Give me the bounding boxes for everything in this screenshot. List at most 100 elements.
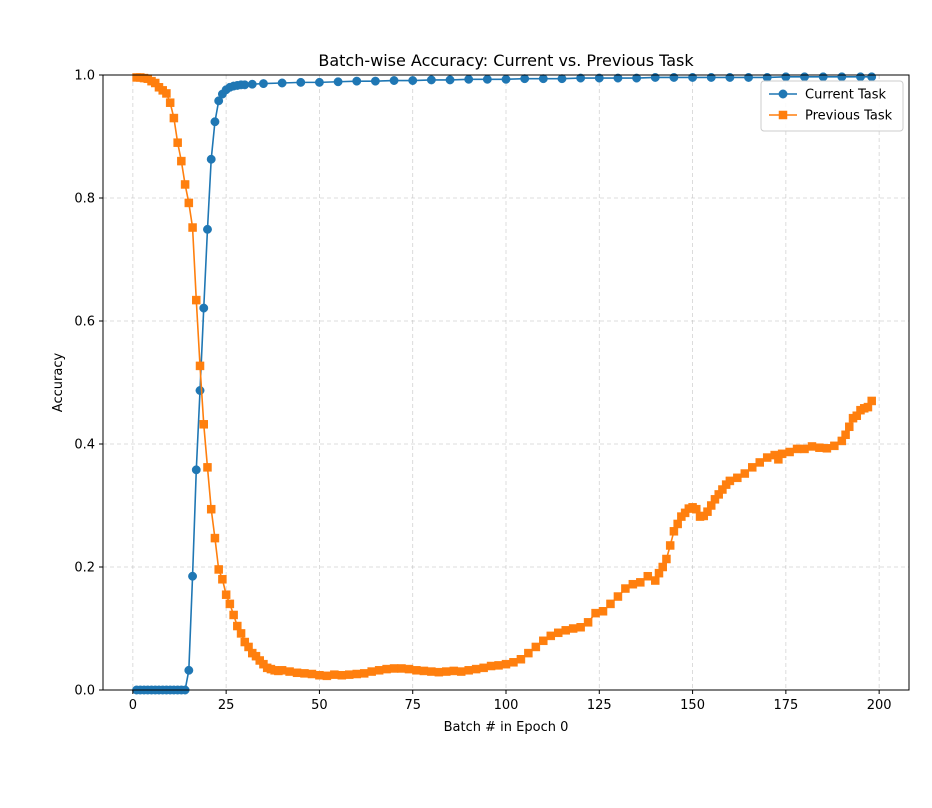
data-point [404,664,414,674]
data-point [210,533,220,543]
data-point [818,72,828,82]
series-line [136,76,872,691]
data-point [665,541,675,550]
y-tick-label: 0.2 [74,561,95,576]
data-point [785,447,794,457]
data-point [494,661,503,670]
x-tick-label: 0 [129,698,137,713]
x-tick-label: 200 [867,698,892,713]
data-point [479,663,488,673]
data-point [576,73,586,83]
data-point [345,670,354,679]
data-point [867,396,876,406]
data-point [658,562,667,572]
data-point [300,669,309,678]
data-point [419,666,429,676]
series-previous-task [132,73,876,681]
data-point [221,590,231,599]
x-tick-label: 100 [494,698,519,713]
data-point [442,667,451,676]
data-point [486,661,496,671]
data-point [236,629,246,638]
data-point [471,664,481,674]
data-point [367,667,376,676]
data-point [613,592,623,601]
data-point [233,621,242,631]
data-point [247,79,257,89]
x-tick-label: 25 [218,698,235,713]
data-point [225,599,235,609]
data-point [800,444,809,454]
data-point [516,655,526,664]
data-point [598,607,608,616]
data-point [180,180,190,189]
data-point [408,76,418,85]
data-point [692,504,701,514]
data-point [199,303,209,313]
data-point [412,666,421,675]
data-point [173,138,182,147]
data-point [815,443,824,452]
x-axis-label: Batch # in Epoch 0 [444,720,569,735]
data-point [822,444,832,453]
data-point [292,668,302,678]
data-point [613,73,623,83]
x-tick-label: 125 [587,698,612,713]
axes-ticks: 0 25 50 75 100 125 150 175 200 0.0 0.2 0.4 0.6 0.8 1.0 [74,69,891,714]
data-point [867,72,877,82]
data-point [632,73,642,83]
legend-marker [778,110,788,120]
data-point [583,618,593,627]
data-point [482,74,492,84]
data-point [740,469,750,478]
data-point [830,441,839,451]
data-point [352,669,361,679]
data-point [568,624,578,633]
data-point [845,422,854,432]
data-point [800,72,809,82]
data-point [169,113,179,123]
data-point [374,666,384,675]
data-point [315,670,324,680]
data-point [651,576,660,585]
data-point [662,554,671,564]
legend: Current Task Previous Task [760,80,904,132]
series-line [136,76,873,677]
data-point [456,667,466,676]
data-point [206,504,216,514]
data-point [285,667,294,676]
data-point [188,223,197,232]
data-point [192,295,201,305]
data-point [397,664,406,673]
data-point [636,578,645,587]
data-point [673,519,682,529]
legend-item: Current Task [769,88,886,103]
data-point [501,74,511,84]
legend-item: Previous Task [769,109,893,124]
data-point [389,76,399,85]
data-point [195,386,205,395]
data-point [333,77,343,87]
data-point [240,80,250,90]
data-point [792,444,802,454]
x-tick-label: 175 [773,698,798,713]
y-tick-label: 1.0 [74,69,95,84]
data-point [733,473,742,483]
data-point [191,465,201,475]
data-point [337,670,347,680]
data-point [524,648,533,658]
data-point [538,74,548,84]
data-point [434,667,444,677]
data-point [561,626,570,635]
data-point [531,642,541,652]
data-point [330,670,339,679]
data-point [210,117,220,127]
data-point [203,224,212,234]
data-point [188,571,198,581]
data-point [669,527,679,536]
series-layer [132,72,877,695]
data-point [296,77,306,87]
data-point [553,628,563,638]
y-axis-label: Accuracy [51,353,66,413]
